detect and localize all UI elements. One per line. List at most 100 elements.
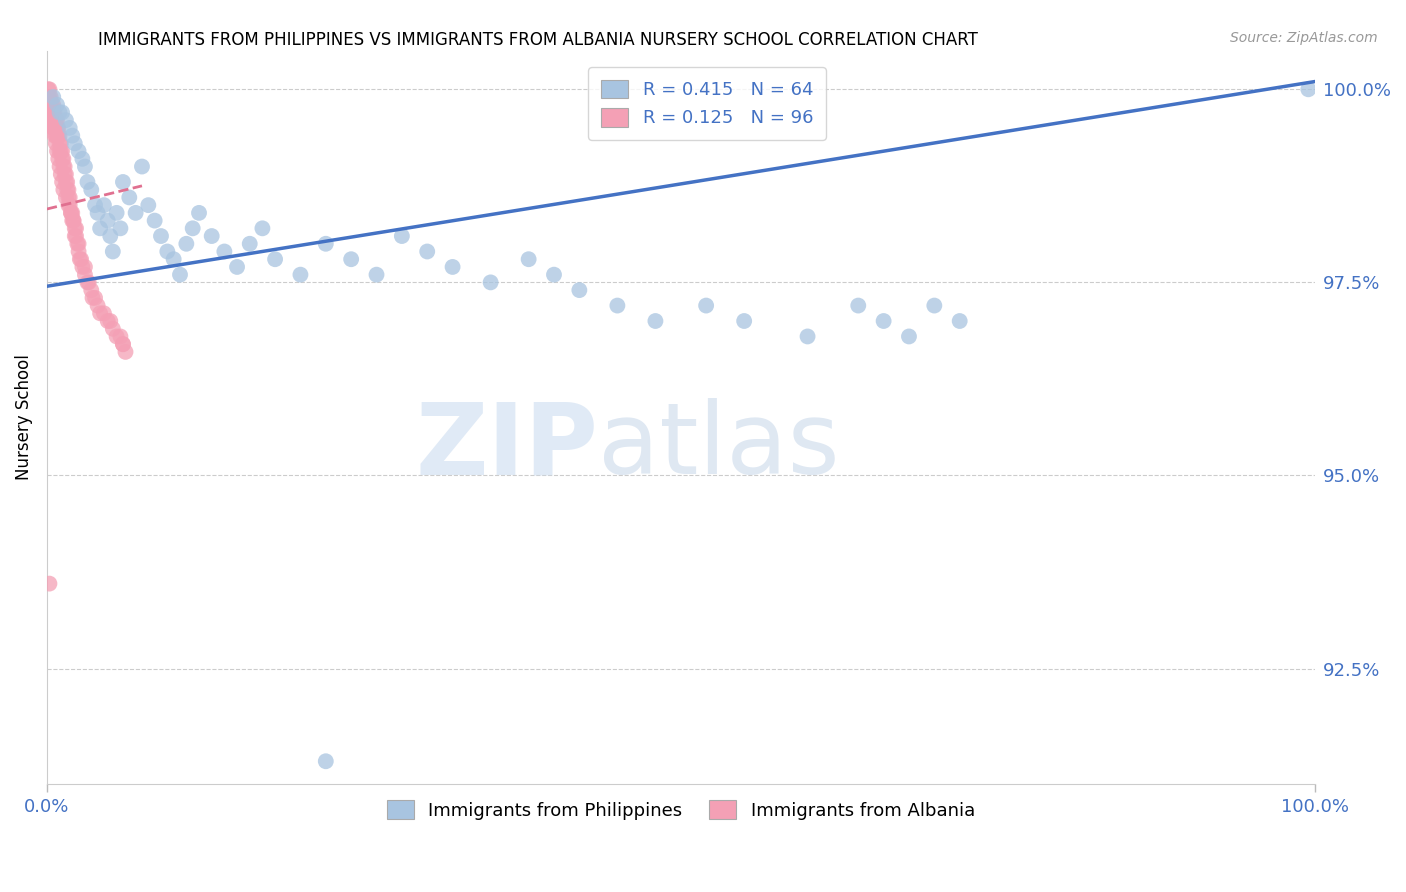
Point bbox=[52, 160, 75, 174]
Point bbox=[69, 252, 91, 267]
Point bbox=[46, 97, 69, 112]
Point bbox=[52, 183, 75, 197]
Point bbox=[42, 97, 65, 112]
Point bbox=[872, 314, 894, 328]
Point bbox=[73, 268, 96, 282]
Point bbox=[65, 229, 87, 244]
Text: atlas: atlas bbox=[599, 399, 839, 495]
Point bbox=[39, 90, 62, 104]
Legend: Immigrants from Philippines, Immigrants from Albania: Immigrants from Philippines, Immigrants … bbox=[380, 793, 983, 827]
Point bbox=[39, 97, 62, 112]
Point bbox=[42, 120, 65, 135]
Point bbox=[1298, 82, 1320, 96]
Text: ZIP: ZIP bbox=[416, 399, 599, 495]
Point bbox=[644, 314, 666, 328]
Point bbox=[41, 113, 63, 128]
Point bbox=[156, 244, 179, 259]
Point bbox=[59, 206, 82, 220]
Point bbox=[62, 213, 84, 227]
Point bbox=[84, 291, 107, 305]
Point bbox=[60, 206, 83, 220]
Point bbox=[315, 236, 337, 251]
Point bbox=[105, 206, 128, 220]
Point bbox=[55, 175, 77, 189]
Point bbox=[188, 206, 211, 220]
Point bbox=[48, 105, 70, 120]
Point bbox=[59, 206, 82, 220]
Point bbox=[45, 136, 67, 151]
Point bbox=[38, 97, 60, 112]
Point bbox=[479, 276, 502, 290]
Point bbox=[315, 754, 337, 768]
Point bbox=[38, 576, 60, 591]
Point bbox=[67, 236, 90, 251]
Point bbox=[110, 221, 132, 235]
Point bbox=[114, 345, 136, 359]
Point bbox=[441, 260, 464, 274]
Point bbox=[897, 329, 920, 343]
Point bbox=[169, 268, 191, 282]
Point bbox=[60, 213, 83, 227]
Point bbox=[42, 90, 65, 104]
Point bbox=[42, 120, 65, 135]
Point bbox=[846, 299, 869, 313]
Point bbox=[93, 198, 115, 212]
Point bbox=[163, 252, 186, 267]
Point bbox=[239, 236, 262, 251]
Point bbox=[48, 144, 70, 158]
Point bbox=[118, 190, 141, 204]
Point bbox=[67, 144, 90, 158]
Point bbox=[340, 252, 363, 267]
Point bbox=[46, 113, 69, 128]
Point bbox=[252, 221, 274, 235]
Point bbox=[44, 128, 66, 143]
Point bbox=[62, 213, 84, 227]
Point bbox=[93, 306, 115, 320]
Point bbox=[59, 120, 82, 135]
Point bbox=[72, 152, 94, 166]
Point bbox=[124, 206, 146, 220]
Point bbox=[44, 113, 66, 128]
Point bbox=[49, 136, 72, 151]
Point bbox=[226, 260, 249, 274]
Point bbox=[55, 190, 77, 204]
Point bbox=[55, 167, 77, 181]
Point bbox=[37, 90, 59, 104]
Point bbox=[46, 128, 69, 143]
Point bbox=[39, 113, 62, 128]
Point bbox=[44, 120, 66, 135]
Point bbox=[41, 97, 63, 112]
Point bbox=[52, 152, 75, 166]
Point bbox=[46, 144, 69, 158]
Point bbox=[39, 105, 62, 120]
Point bbox=[733, 314, 755, 328]
Point bbox=[73, 160, 96, 174]
Point bbox=[84, 198, 107, 212]
Point bbox=[949, 314, 972, 328]
Point bbox=[42, 113, 65, 128]
Point bbox=[63, 221, 86, 235]
Point bbox=[41, 105, 63, 120]
Point bbox=[58, 190, 80, 204]
Point bbox=[70, 252, 93, 267]
Point bbox=[58, 198, 80, 212]
Point bbox=[41, 113, 63, 128]
Point bbox=[98, 314, 121, 328]
Point bbox=[86, 299, 108, 313]
Point bbox=[366, 268, 388, 282]
Point bbox=[37, 82, 59, 96]
Text: IMMIGRANTS FROM PHILIPPINES VS IMMIGRANTS FROM ALBANIA NURSERY SCHOOL CORRELATIO: IMMIGRANTS FROM PHILIPPINES VS IMMIGRANT… bbox=[98, 31, 979, 49]
Point bbox=[264, 252, 287, 267]
Point bbox=[76, 276, 98, 290]
Point bbox=[45, 113, 67, 128]
Point bbox=[46, 152, 69, 166]
Point bbox=[67, 244, 90, 259]
Point bbox=[45, 120, 67, 135]
Point bbox=[150, 229, 173, 244]
Point bbox=[48, 136, 70, 151]
Point bbox=[98, 229, 121, 244]
Point bbox=[214, 244, 236, 259]
Point bbox=[517, 252, 540, 267]
Point bbox=[37, 90, 59, 104]
Point bbox=[38, 90, 60, 104]
